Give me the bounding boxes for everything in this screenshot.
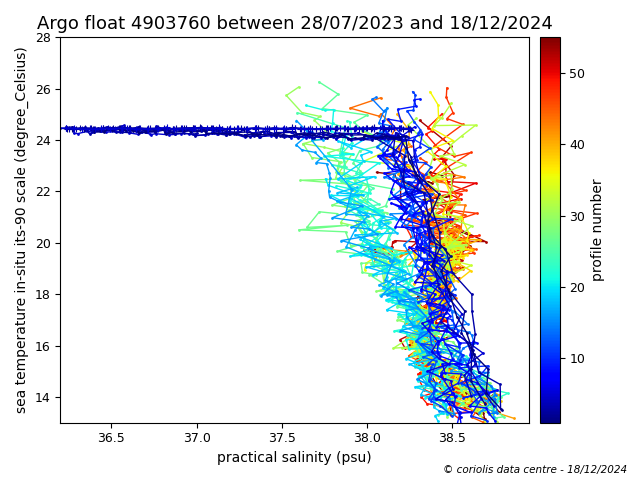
Y-axis label: sea temperature in-situ its-90 scale (degree_Celsius): sea temperature in-situ its-90 scale (de… <box>15 47 29 413</box>
Title: Argo float 4903760 between 28/07/2023 and 18/12/2024: Argo float 4903760 between 28/07/2023 an… <box>36 15 552 33</box>
Y-axis label: profile number: profile number <box>591 179 605 281</box>
X-axis label: practical salinity (psu): practical salinity (psu) <box>218 451 372 465</box>
Text: © coriolis data centre - 18/12/2024: © coriolis data centre - 18/12/2024 <box>443 465 627 475</box>
